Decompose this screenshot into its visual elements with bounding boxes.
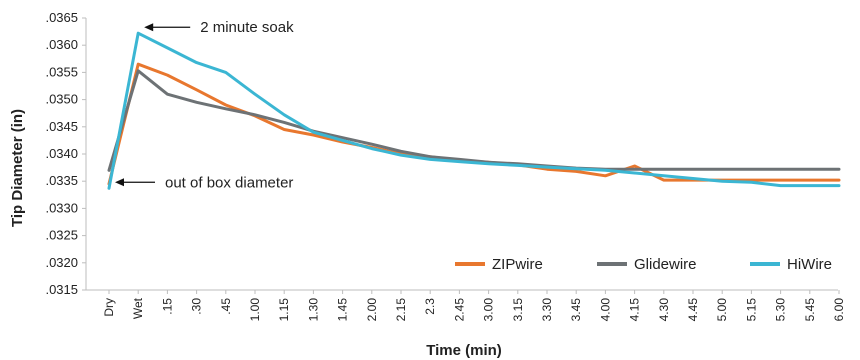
annotation-arrow-soak — [144, 23, 191, 32]
x-tick-label: .15 — [160, 298, 174, 315]
y-tick-label: .0315 — [45, 282, 78, 297]
legend-item-glidewire: Glidewire — [597, 256, 697, 273]
series-line-zipwire — [107, 62, 841, 186]
x-tick-label: 3.15 — [511, 298, 525, 322]
y-tick-label: .0350 — [45, 92, 78, 107]
y-tick-label: .0340 — [45, 146, 78, 161]
x-tick-label: 5.15 — [744, 298, 758, 322]
x-tick-label: 3.45 — [569, 298, 583, 322]
x-tick-label: 4.30 — [657, 298, 671, 322]
x-tick-label: 2.45 — [452, 298, 466, 322]
y-tick-label: .0365 — [45, 10, 78, 25]
y-tick-label: .0325 — [45, 228, 78, 243]
x-tick-label: 2.15 — [394, 298, 408, 322]
series-lines — [107, 31, 841, 190]
x-tick-label: 5.30 — [774, 298, 788, 322]
y-tick-label: .0360 — [45, 37, 78, 52]
x-tick-labels: Dry Wet .15 .30 .45 1.00 1.15 1.30 1.45 2.00 2.15 2… — [102, 290, 846, 321]
x-tick-label: .30 — [190, 298, 204, 315]
legend-label: HiWire — [787, 256, 832, 273]
y-tick-label: .0320 — [45, 255, 78, 270]
y-axis-title: Tip Diameter (in) — [9, 109, 26, 227]
x-tick-label: 3.30 — [540, 298, 554, 322]
x-tick-label: 1.15 — [277, 298, 291, 322]
legend-item-zipwire: ZIPwire — [455, 256, 543, 273]
x-tick-label: 6.00 — [832, 298, 846, 322]
x-tick-label: Wet — [131, 297, 145, 319]
y-tick-label: .0335 — [45, 173, 78, 188]
legend-label: Glidewire — [634, 256, 697, 273]
x-tick-label: 2.00 — [365, 298, 379, 322]
x-tick-label: 4.45 — [686, 298, 700, 322]
x-tick-label: 1.30 — [306, 298, 320, 322]
annotation-soak: 2 minute soak — [200, 19, 294, 36]
annotation-dry: out of box diameter — [165, 174, 293, 191]
x-tick-label: 4.15 — [628, 298, 642, 322]
y-tick-label: .0345 — [45, 119, 78, 134]
x-tick-label: 5.00 — [715, 298, 729, 322]
chart-axes — [85, 18, 838, 291]
x-tick-label: 4.00 — [598, 298, 612, 322]
y-tick-labels: .0315 .0320 .0325 .0330 .0335 .0340 .0345 .0350… — [45, 10, 86, 297]
legend: ZIPwire Glidewire HiWire — [455, 256, 832, 273]
y-tick-label: .0330 — [45, 200, 78, 215]
annotation-arrow-dry — [115, 178, 155, 187]
legend-item-hiwire: HiWire — [750, 256, 832, 273]
x-tick-label: 1.00 — [248, 298, 262, 322]
x-axis-title: Time (min) — [426, 342, 502, 359]
x-tick-label: 5.45 — [803, 298, 817, 322]
y-tick-label: .0355 — [45, 64, 78, 79]
legend-label: ZIPwire — [492, 256, 543, 273]
x-tick-label: Dry — [102, 298, 116, 317]
x-tick-label: 3.00 — [482, 298, 496, 322]
annotations: 2 minute soak out of box diameter — [115, 19, 294, 191]
x-tick-label: 2.3 — [423, 298, 437, 315]
series-line-hiwire — [107, 31, 841, 190]
x-tick-label: .45 — [219, 298, 233, 315]
series-line-glidewire — [107, 69, 841, 172]
x-tick-label: 1.45 — [336, 298, 350, 322]
